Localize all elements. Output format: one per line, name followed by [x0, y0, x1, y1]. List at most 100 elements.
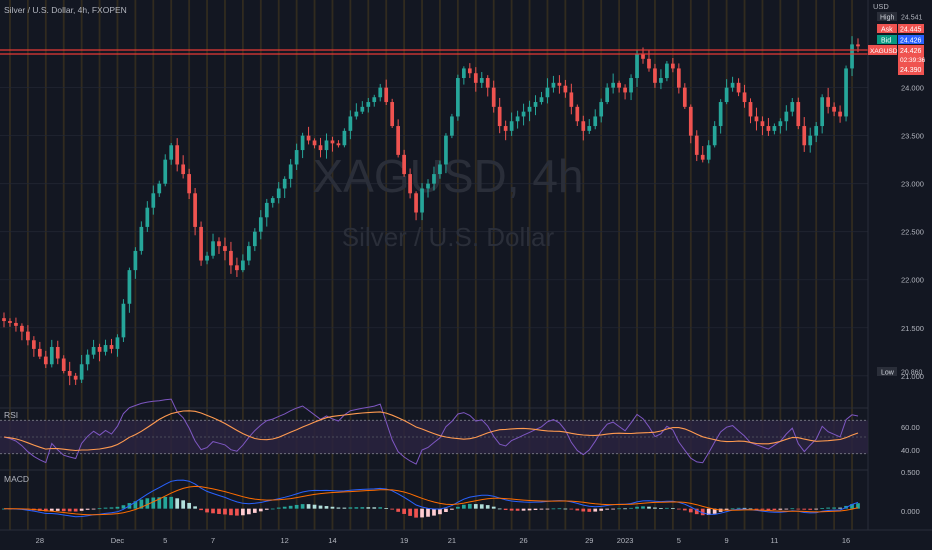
candle — [408, 168, 412, 199]
candle — [133, 247, 138, 279]
time-tick-label: 2023 — [617, 536, 634, 545]
session-band — [116, 0, 119, 530]
candle-body — [414, 193, 418, 213]
macd-histogram-bar — [682, 508, 687, 511]
candle-body — [611, 82, 615, 88]
candle-body — [133, 250, 138, 271]
macd-histogram-bar — [467, 503, 472, 509]
macd-histogram-bar — [294, 504, 299, 509]
candle — [139, 221, 144, 255]
macd-histogram — [2, 496, 860, 518]
macd-histogram-bar — [724, 508, 729, 510]
macd-histogram-bar — [426, 508, 430, 517]
candle-body — [145, 207, 150, 227]
macd-histogram-bar — [665, 507, 669, 509]
rsi-ma-line — [3, 410, 859, 452]
candle-body — [241, 260, 245, 271]
candle-body — [115, 337, 120, 349]
candle — [515, 110, 520, 129]
candle — [593, 109, 598, 130]
symbol-badge-label: XAGUSD — [870, 48, 898, 55]
candle — [270, 196, 275, 208]
candle-body — [163, 159, 168, 184]
candle-body — [659, 78, 663, 83]
macd-histogram-bar — [97, 508, 102, 510]
candle — [850, 36, 854, 77]
low-badge-value: 20.860 — [901, 370, 923, 377]
candle — [49, 339, 54, 368]
candle-body — [300, 135, 305, 151]
macd-histogram-bar — [456, 506, 460, 509]
candle — [754, 107, 759, 131]
macd-histogram-bar — [139, 499, 144, 509]
candle — [55, 340, 60, 365]
candle-body — [569, 92, 574, 107]
session-band — [62, 0, 65, 530]
candle-body — [527, 106, 532, 112]
candle-body — [635, 54, 639, 79]
candle — [390, 98, 395, 128]
candle-body — [2, 318, 6, 322]
macd-histogram-bar — [838, 507, 842, 509]
candle-body — [724, 87, 729, 103]
time-axis[interactable]: 28 Dec 5 7 12 14 19 21 26 29 2023 5 9 11 16 — [36, 536, 851, 545]
macd-histogram-bar — [557, 508, 562, 510]
candle-body — [647, 58, 651, 69]
candle-body — [856, 44, 860, 47]
macd-histogram-bar — [235, 508, 239, 516]
bid-badge-value: 24.426 — [900, 38, 922, 45]
macd-histogram-bar — [175, 498, 180, 509]
price-axis[interactable]: USD 24.000 23.500 23.000 22.500 22.000 21.500… — [873, 2, 924, 381]
macd-histogram-bar — [85, 508, 90, 510]
candle — [37, 341, 42, 360]
macd-histogram-bar — [790, 508, 795, 510]
macd-histogram-bar — [163, 496, 168, 509]
candle-body — [354, 111, 359, 117]
macd-histogram-bar — [366, 507, 371, 509]
candlestick-series[interactable] — [2, 36, 860, 386]
macd-histogram-bar — [324, 506, 329, 509]
candle — [181, 155, 186, 179]
candle — [402, 149, 406, 177]
session-band — [600, 0, 603, 530]
candle — [79, 354, 84, 384]
session-band — [44, 0, 47, 530]
candle-body — [32, 340, 36, 349]
candle — [229, 241, 233, 274]
candle — [778, 118, 783, 134]
candle — [790, 97, 795, 117]
candle — [581, 115, 586, 141]
macd-histogram-bar — [545, 508, 550, 510]
session-band — [206, 0, 208, 530]
macd-histogram-bar — [742, 507, 747, 509]
macd-histogram-bar — [354, 507, 359, 509]
macd-histogram-bar — [384, 507, 389, 509]
candle-body — [712, 126, 717, 146]
macd-histogram-bar — [181, 500, 186, 509]
candle — [724, 79, 729, 105]
candle-body — [515, 116, 520, 122]
time-tick-label: 12 — [281, 536, 289, 545]
price-tick-label: 22.000 — [901, 276, 924, 285]
candle-body — [485, 78, 490, 88]
candle-body — [772, 126, 777, 131]
macd-histogram-bar — [61, 508, 66, 512]
candle-body — [593, 116, 598, 127]
macd-histogram-bar — [348, 507, 353, 509]
candle-body — [79, 364, 84, 380]
macd-histogram-bar — [820, 508, 825, 509]
candle-body — [372, 97, 377, 103]
candle — [247, 241, 251, 266]
high-badge-label: High — [880, 15, 895, 22]
candle — [706, 140, 711, 164]
candle-body — [820, 97, 825, 127]
macd-histogram-bar — [730, 508, 735, 510]
macd-histogram-bar — [533, 508, 538, 510]
macd-histogram-bar — [826, 507, 830, 509]
candle — [115, 334, 120, 357]
high-badge-value: 24.541 — [901, 15, 923, 22]
macd-histogram-bar — [444, 508, 448, 513]
bar-countdown: 02:39:36 — [900, 57, 926, 64]
macd-histogram-bar — [420, 508, 424, 518]
